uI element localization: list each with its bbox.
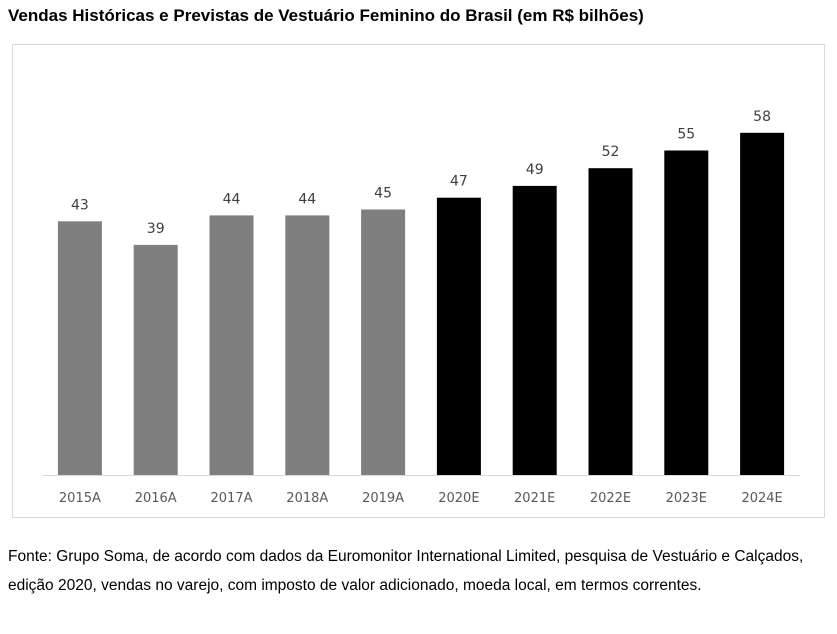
x-tick-label-2019A: 2019A	[362, 491, 404, 506]
data-label-2015A: 43	[71, 197, 89, 213]
bar-2015A	[57, 221, 102, 475]
bar-2019A	[361, 209, 406, 475]
data-label-2016A: 39	[147, 221, 165, 237]
x-tick-label-2020E: 2020E	[438, 491, 479, 506]
bar-2016A	[133, 244, 178, 475]
x-tick-label-2015A: 2015A	[59, 491, 101, 506]
data-label-2017A: 44	[223, 191, 241, 207]
bar-2023E	[664, 150, 709, 475]
bar-2021E	[512, 185, 557, 475]
x-tick-label-2024E: 2024E	[741, 491, 782, 506]
bar-2024E	[740, 132, 785, 476]
bar-2018A	[285, 215, 330, 475]
data-label-2020E: 47	[450, 174, 468, 190]
data-label-2023E: 55	[677, 127, 695, 143]
x-tick-label-2021E: 2021E	[514, 491, 555, 506]
data-label-2021E: 49	[526, 162, 544, 178]
bar-2017A	[209, 215, 254, 475]
data-label-2024E: 58	[753, 109, 771, 125]
chart-area: 43 2015A 39 2016A 44 2017A 44 2018A 45 2019A 47 202…	[12, 44, 825, 518]
data-label-2018A: 44	[298, 191, 316, 207]
x-tick-label-2022E: 2022E	[590, 491, 631, 506]
x-tick-label-2023E: 2023E	[666, 491, 707, 506]
data-label-2019A: 45	[374, 186, 392, 202]
bar-2022E	[588, 168, 633, 475]
x-tick-label-2017A: 2017A	[211, 491, 253, 506]
chart-title: Vendas Históricas e Previstas de Vestuár…	[8, 6, 644, 25]
bar-chart: 43 2015A 39 2016A 44 2017A 44 2018A 45 2019A 47 202…	[42, 109, 800, 506]
x-tick-label-2018A: 2018A	[286, 491, 328, 506]
source-note: Fonte: Grupo Soma, de acordo com dados d…	[8, 548, 804, 594]
data-label-2022E: 52	[602, 144, 620, 160]
bar-2020E	[436, 197, 481, 475]
x-tick-label-2016A: 2016A	[135, 491, 177, 506]
